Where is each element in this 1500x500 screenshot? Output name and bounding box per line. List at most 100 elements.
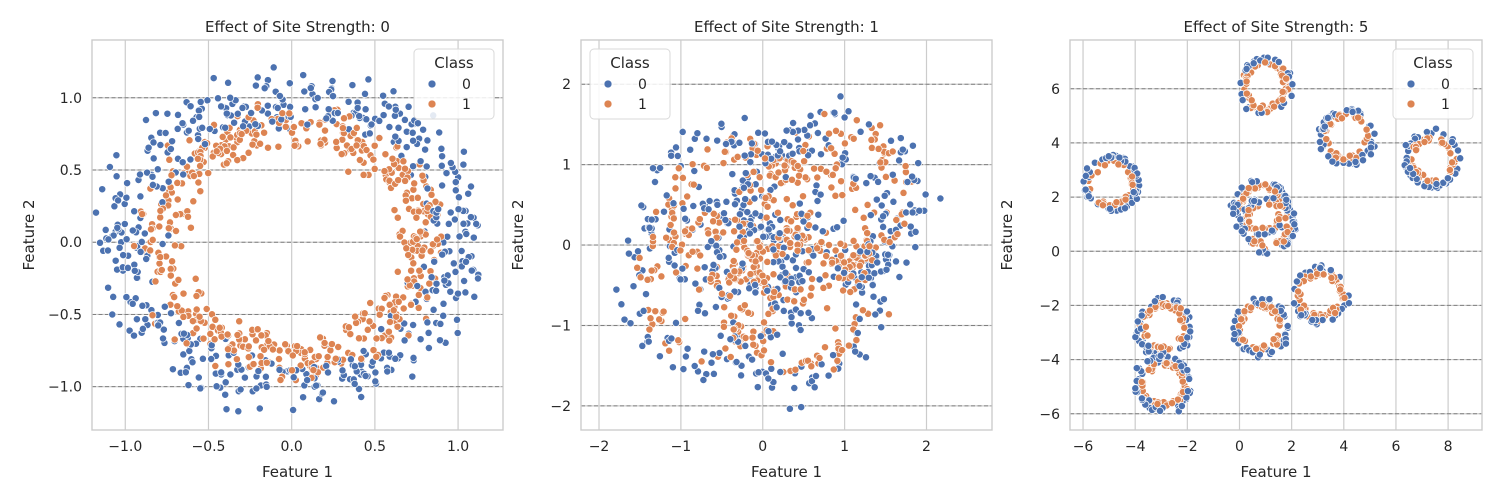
point-class-0	[778, 349, 787, 358]
point-class-1	[695, 285, 704, 294]
point-class-0	[178, 119, 187, 128]
point-class-0	[385, 123, 394, 131]
point-class-1	[402, 244, 411, 253]
point-class-1	[1362, 125, 1371, 134]
point-class-0	[179, 329, 188, 338]
point-class-0	[436, 336, 444, 345]
point-class-1	[252, 130, 261, 139]
x-tick-label: −1.0	[108, 439, 142, 455]
point-class-1	[788, 201, 797, 210]
point-class-0	[815, 275, 824, 284]
point-class-0	[451, 186, 460, 195]
point-class-1	[289, 123, 298, 131]
point-class-1	[636, 273, 645, 282]
point-class-0	[715, 252, 724, 261]
point-class-0	[814, 210, 823, 219]
point-class-0	[1315, 138, 1324, 146]
point-class-0	[681, 214, 690, 223]
point-class-0	[402, 143, 411, 152]
point-class-0	[167, 309, 175, 318]
point-class-0	[160, 302, 169, 311]
point-class-0	[149, 154, 158, 163]
point-class-0	[737, 371, 746, 380]
point-class-0	[112, 172, 121, 181]
point-class-0	[798, 277, 807, 286]
point-class-0	[1144, 341, 1153, 350]
point-class-1	[1121, 195, 1130, 204]
point-class-0	[222, 405, 231, 414]
point-class-0	[142, 116, 150, 124]
point-class-0	[444, 219, 453, 228]
point-class-0	[222, 109, 231, 118]
point-class-1	[659, 307, 668, 316]
point-class-0	[862, 353, 870, 362]
plot-frame	[580, 39, 993, 431]
point-class-0	[1186, 327, 1195, 336]
point-class-0	[318, 388, 327, 397]
point-class-0	[898, 145, 907, 154]
point-class-1	[697, 357, 706, 366]
point-class-1	[208, 152, 217, 161]
point-class-1	[218, 132, 227, 141]
point-class-1	[899, 188, 908, 197]
y-tick-label: −2	[1039, 298, 1060, 314]
point-class-1	[375, 134, 384, 142]
point-class-1	[344, 323, 353, 332]
point-class-0	[357, 393, 366, 401]
point-class-1	[288, 351, 297, 360]
point-class-1	[1176, 304, 1185, 313]
point-class-0	[908, 208, 917, 217]
y-tick-label: 0.0	[60, 235, 82, 251]
point-class-1	[370, 141, 379, 150]
point-class-1	[427, 190, 436, 199]
panel-0: −1.0 −0.5 0.0 0.5 1.0 −1.0 −0.5 0.0 0.5 1.0 Effect…	[20, 18, 504, 481]
point-class-0	[138, 301, 147, 310]
point-class-1	[1240, 307, 1249, 316]
point-class-0	[212, 382, 221, 391]
point-class-0	[1323, 113, 1332, 122]
point-class-0	[383, 367, 392, 376]
point-class-0	[669, 199, 678, 208]
point-class-1	[188, 317, 197, 326]
point-class-1	[1281, 214, 1290, 223]
point-class-1	[296, 361, 305, 370]
point-class-0	[198, 354, 207, 363]
point-class-0	[457, 247, 466, 255]
x-axis-label: Feature 1	[262, 463, 333, 481]
point-class-0	[1456, 154, 1465, 163]
point-class-0	[1236, 215, 1245, 224]
point-class-1	[740, 301, 749, 310]
point-class-1	[851, 205, 860, 214]
point-class-0	[642, 290, 650, 299]
point-class-0	[888, 170, 897, 179]
point-class-1	[800, 157, 809, 166]
point-class-0	[713, 136, 722, 145]
point-class-0	[764, 327, 773, 336]
point-class-0	[1328, 315, 1337, 324]
point-class-1	[831, 164, 840, 173]
point-class-1	[782, 195, 791, 204]
legend-marker-class-0	[603, 79, 613, 89]
point-class-0	[721, 216, 730, 224]
x-tick-label: 2	[922, 439, 931, 455]
point-class-0	[936, 194, 945, 203]
x-tick-label: −0.5	[191, 439, 225, 455]
x-tick-label: 0	[1235, 439, 1244, 455]
point-class-0	[143, 168, 152, 177]
point-class-0	[664, 253, 673, 262]
point-class-1	[1258, 300, 1267, 309]
point-class-0	[184, 381, 193, 390]
point-class-1	[1445, 166, 1454, 174]
point-class-1	[1279, 237, 1288, 246]
legend-marker-class-1	[1406, 99, 1416, 109]
point-class-1	[138, 210, 147, 219]
point-class-0	[432, 286, 441, 295]
point-class-0	[1290, 299, 1298, 308]
point-class-0	[379, 111, 388, 120]
point-class-1	[170, 293, 179, 302]
legend-marker-class-0	[1406, 79, 1416, 89]
point-class-1	[244, 148, 253, 157]
point-class-0	[196, 97, 205, 106]
point-class-0	[361, 372, 370, 380]
point-class-0	[355, 112, 364, 121]
